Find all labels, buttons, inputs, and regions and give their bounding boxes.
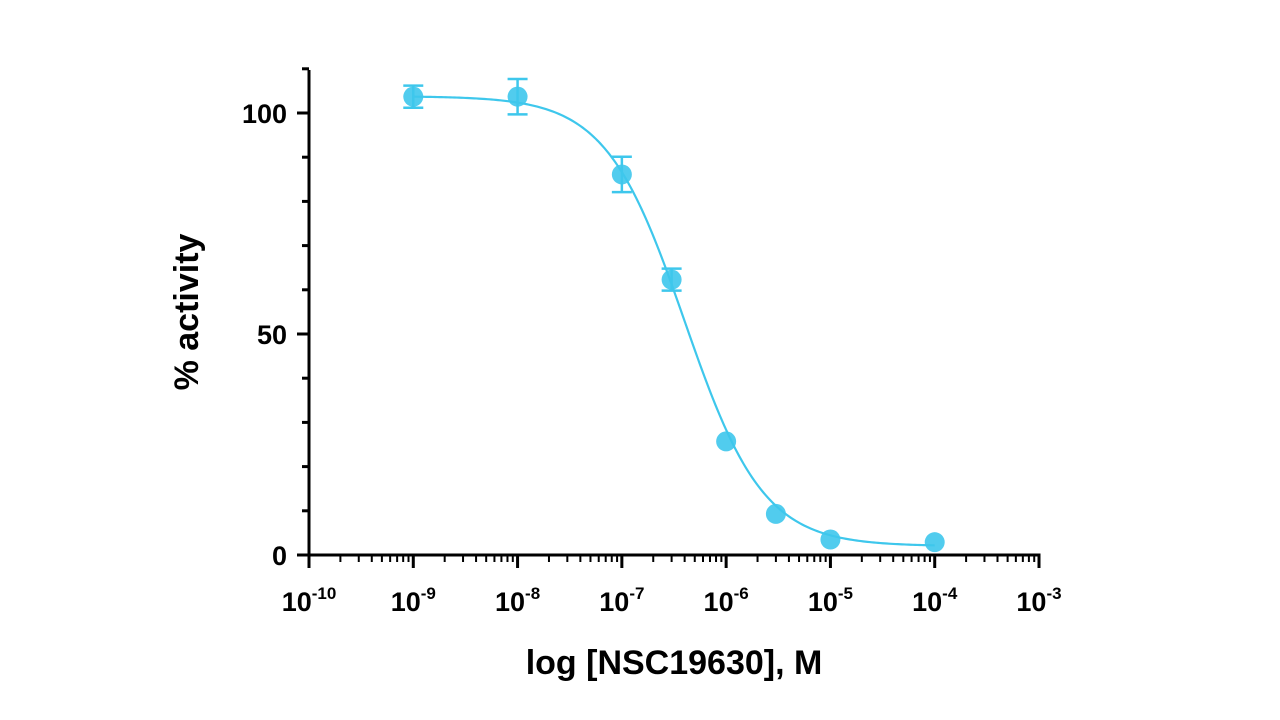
x-tick-label: 10-4	[912, 584, 958, 617]
x-tick-exponent: -5	[838, 584, 853, 603]
data-point	[611, 164, 632, 185]
x-tick-label: 10-5	[808, 584, 853, 617]
x-tick-exponent: -6	[734, 584, 749, 603]
x-tick-label: 10-6	[704, 584, 749, 617]
x-axis-title: log [NSC19630], M	[526, 644, 823, 682]
x-tick-base: 10	[599, 587, 629, 617]
fit-curve	[413, 95, 935, 547]
data-point	[403, 86, 424, 107]
y-tick-label: 50	[257, 320, 287, 350]
x-tick-label: 10-8	[495, 584, 540, 617]
x-tick-exponent: -8	[525, 584, 540, 603]
x-tick-base: 10	[808, 587, 838, 617]
y-tick-label: 0	[272, 541, 287, 571]
axes	[297, 67, 1041, 568]
x-tick-base: 10	[912, 587, 942, 617]
data-point	[716, 431, 737, 452]
x-tick-base: 10	[391, 587, 421, 617]
x-tick-label: 10-3	[1016, 584, 1061, 617]
x-tick-exponent: -10	[312, 584, 337, 603]
x-tick-label: 10-7	[599, 584, 644, 617]
data-point-layer	[403, 86, 945, 553]
x-tick-base: 10	[1016, 587, 1046, 617]
fit-curve-layer	[413, 95, 935, 547]
y-axis-title: % activity	[168, 233, 206, 390]
x-tick-label: 10-10	[282, 584, 337, 617]
x-tick-base: 10	[495, 587, 525, 617]
data-point	[765, 503, 786, 524]
x-tick-exponent: -9	[421, 584, 436, 603]
x-tick-base: 10	[282, 587, 312, 617]
data-point	[924, 532, 945, 553]
x-tick-exponent: -4	[942, 584, 958, 603]
x-tick-exponent: -7	[629, 584, 644, 603]
data-point	[820, 529, 841, 550]
x-tick-base: 10	[704, 587, 734, 617]
y-tick-label: 100	[242, 99, 287, 129]
data-point	[661, 269, 682, 290]
error-bar-layer	[403, 77, 682, 292]
x-tick-label: 10-9	[391, 584, 436, 617]
data-point	[507, 86, 528, 107]
x-tick-exponent: -3	[1046, 584, 1061, 603]
